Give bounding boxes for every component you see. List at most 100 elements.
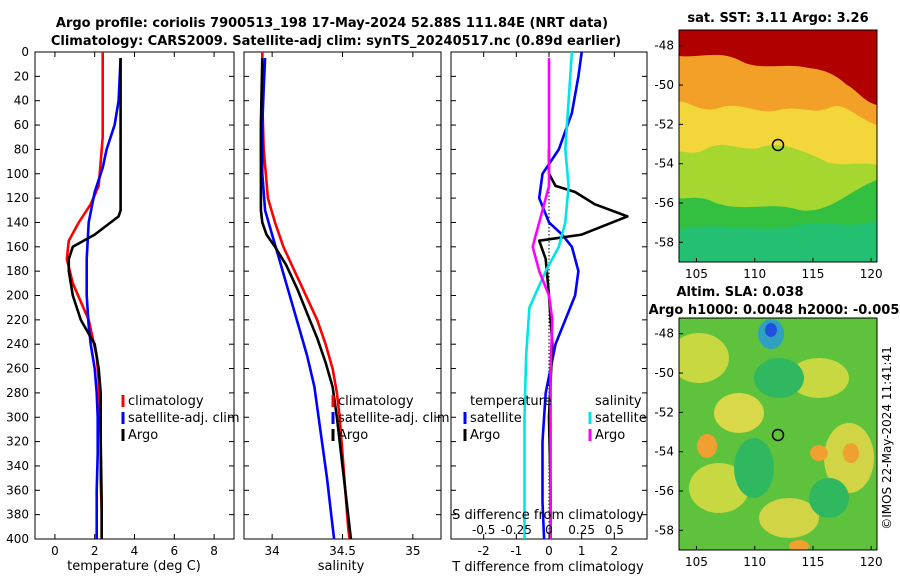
sla-map-frame [678,317,878,551]
series-line-argo [259,58,353,540]
legend-climatology-label-2: climatology [338,394,414,409]
legend-s-argo-label: Argo [595,428,625,443]
sla-orange-patch [697,434,717,458]
map-x-tick-label: 105 [685,555,708,569]
sst-teal-zone [679,220,877,262]
sla-map-field [679,318,877,550]
legend-argo-label-2: Argo [338,428,368,443]
title-line-2: Climatology: CARS2009. Satellite-adj cli… [51,34,621,49]
series-line-salinity-satellite [523,51,574,539]
sla-yellow-patch [689,463,749,513]
sla-map-yticks: -48 -50 -52 -54 -56 -58 [654,327,683,537]
salinity-series-group [259,52,353,540]
sst-argo-marker [771,138,785,152]
sla-map-xticks: 105 110 115 120 [685,546,883,569]
sla-orange-patch [843,443,859,463]
series-line-salinity-argo [531,58,554,539]
sla-map-title-1: Altim. SLA: 0.038 [677,285,804,300]
temperature-panel: 0 2 4 6 8 0 20 40 60 80 100 120 140 160 180 200 220 240 2… [6,45,240,574]
y-tick-label: 100 [6,167,29,181]
sst-map-frame [678,29,878,263]
s-difference-tick-label: 0 [545,523,553,537]
temperature-xlabel: temperature (deg C) [67,559,201,574]
y-tick-label: 0 [21,45,29,59]
y-tick-label: 400 [6,532,29,546]
legend-t-argo-label: Argo [470,428,500,443]
s-difference-tick-label: 0.5 [605,523,624,537]
y-tick-label: 300 [6,410,29,424]
x-tick-label: 34 [265,544,280,558]
x-tick-label: 2 [611,544,619,558]
map-x-tick-label: 120 [860,555,883,569]
y-tick-label: 140 [6,215,29,229]
salinity-xticks: 34 34.5 35 [244,51,441,558]
series-line-satellite-adj-clim [85,58,122,539]
temperature-axes-frame [34,51,235,540]
y-tick-label: 200 [6,289,29,303]
series-line-temperature-satellite [537,51,583,540]
legend-satellite-label: satellite-adj. clim [128,411,240,426]
x-tick-label: 4 [131,544,139,558]
sla-map-panel: Altim. SLA: 0.038 Argo h1000: 0.0048 h20… [649,285,900,569]
x-tick-label: 2 [91,544,99,558]
title-line-1: Argo profile: coriolis 7900513_198 17-Ma… [56,16,608,31]
map-x-tick-label: 115 [801,267,824,281]
y-tick-label: 220 [6,313,29,327]
sla-orange-patch [789,540,809,550]
temperature-xticks: 0 2 4 6 8 [51,52,218,558]
y-tick-label: 280 [6,386,29,400]
sla-yellow-patch [679,333,729,383]
legend-temperature-heading: temperature [470,394,552,409]
sst-map-yticks: -48 -50 -52 -54 -56 -58 [654,39,683,249]
x-tick-label: -1 [510,544,522,558]
y-tick-label: 160 [6,240,29,254]
sst-darkred-zone [679,30,877,105]
sla-green-patch [734,438,774,498]
map-y-tick-label: -54 [654,157,674,171]
salinity-legend: climatology satellite-adj. clim Argo [331,394,450,443]
y-tick-label: 340 [6,459,29,473]
series-line-satellite-adj-clim [260,58,336,540]
y-tick-label: 240 [6,337,29,351]
y-tick-label: 380 [6,508,29,522]
salinity-panel: 34 34.5 35 salinity climatology satellite-… [243,51,450,574]
y-tick-label: 320 [6,435,29,449]
temperature-yticks: 0 20 40 60 80 100 120 140 160 180 200 220 240 260 280 3… [6,45,234,546]
legend-t-satellite-label: satellite [470,411,522,426]
s-difference-ticklabels: -0.5 -0.25 0 0.25 0.5 [472,523,624,537]
imos-credit: ©IMOS 22-May-2024 11:41:41 [880,346,894,530]
sst-map-panel: sat. SST: 3.11 Argo: 3.26 -48 -50 -52 -54 -5… [654,11,882,281]
x-tick-label: 1 [578,544,586,558]
map-y-tick-label: -58 [654,523,674,537]
sla-yellow-patch [789,358,849,398]
map-y-tick-label: -56 [654,196,674,210]
y-tick-label: 120 [6,191,29,205]
sla-lowest-patch [765,323,777,337]
difference-panel: -2 -1 0 1 2 S difference from climatology -0… [450,51,648,575]
y-tick-label: 60 [14,118,29,132]
map-y-tick-label: -48 [654,39,674,53]
sla-map-title-2: Argo h1000: 0.0048 h2000: -0.005 [649,303,900,318]
x-tick-label: -2 [478,544,490,558]
legend-climatology-label: climatology [128,394,204,409]
map-y-tick-label: -54 [654,445,674,459]
x-tick-label: 6 [170,544,178,558]
temperature-legend: climatology satellite-adj. clim Argo [121,394,240,443]
series-line-argo [67,58,122,539]
difference-xticks: -2 -1 0 1 2 [451,51,647,558]
x-tick-label: 0 [545,544,553,558]
s-difference-tick-label: 0.25 [568,523,595,537]
s-difference-tick-label: -0.5 [472,523,495,537]
x-tick-label: 8 [210,544,218,558]
map-x-tick-label: 105 [685,267,708,281]
legend-satellite-label-2: satellite-adj. clim [338,411,450,426]
map-y-tick-label: -50 [654,78,674,92]
s-difference-label: S difference from climatology [452,508,644,523]
sla-argo-marker [771,428,785,442]
map-x-tick-label: 120 [860,267,883,281]
x-tick-label: 35 [405,544,420,558]
t-difference-xlabel: T difference from climatology [451,560,644,575]
difference-series-group [523,51,629,540]
y-tick-label: 180 [6,264,29,278]
